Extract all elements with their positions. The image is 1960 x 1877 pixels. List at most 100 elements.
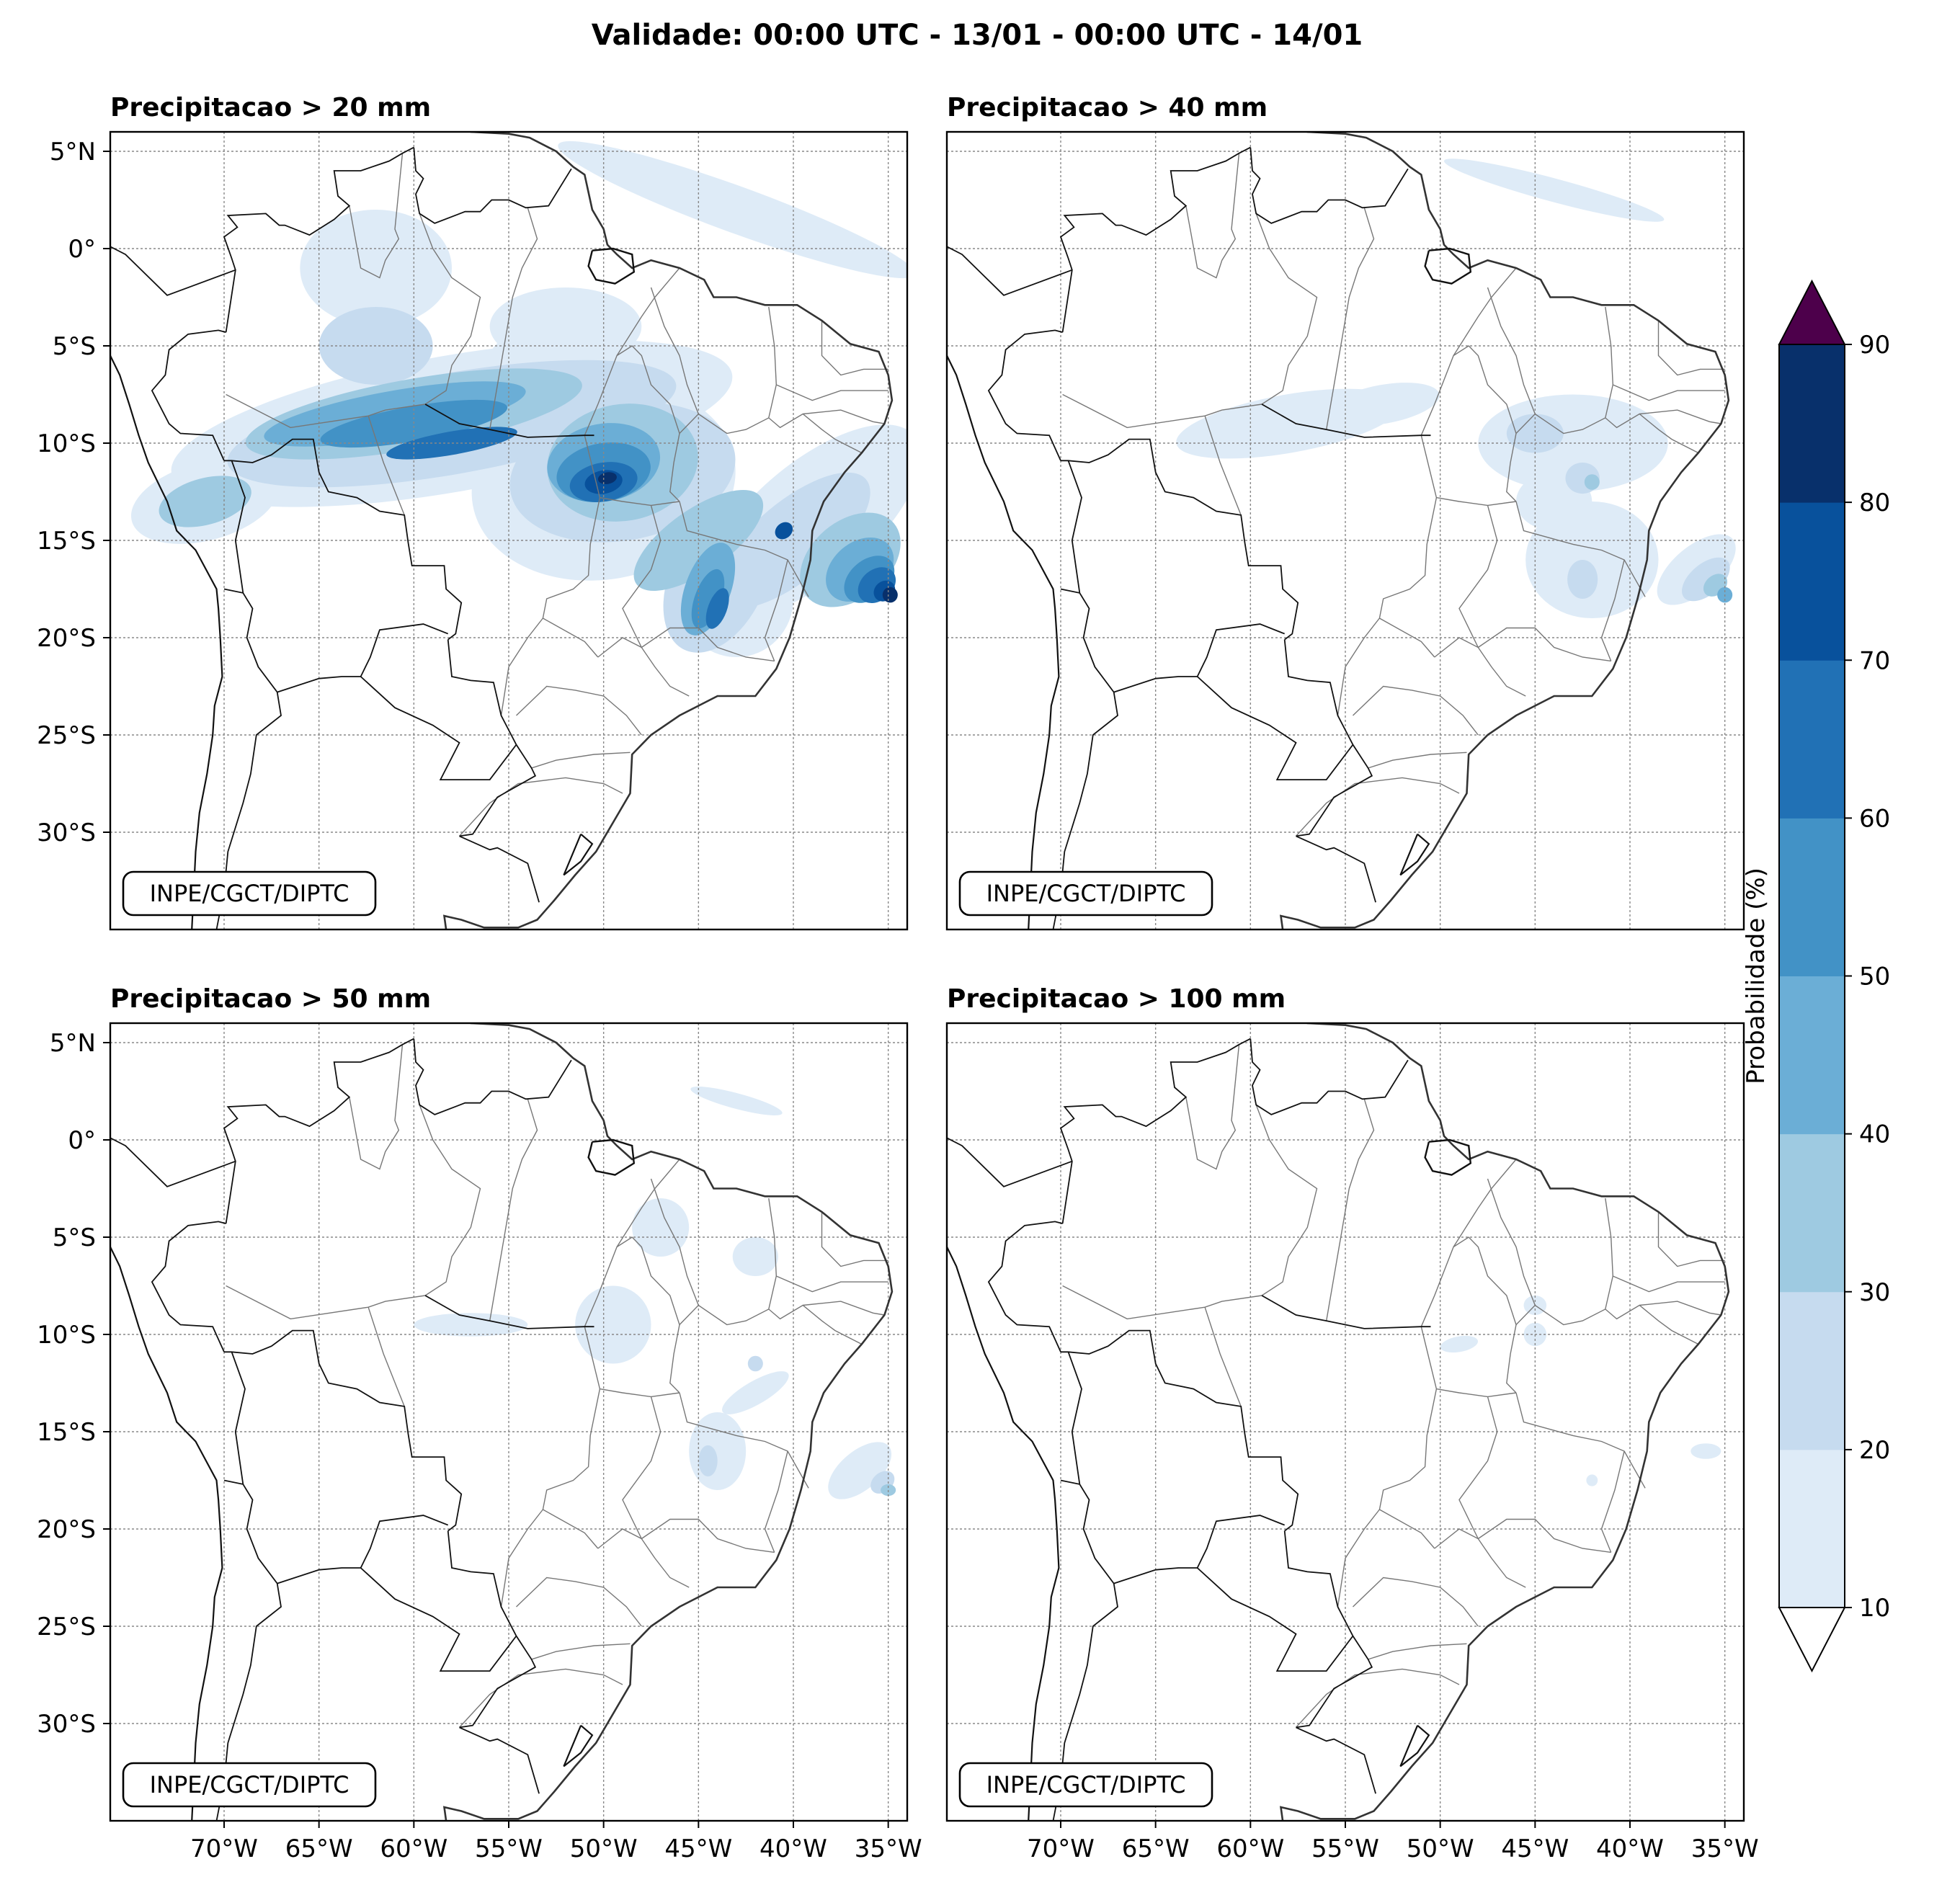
state-boundary	[597, 1528, 690, 1588]
colorbar-segment	[1779, 976, 1845, 1135]
country-border	[1196, 1567, 1354, 1672]
colorbar-tick-label: 70	[1859, 646, 1890, 675]
state-boundary	[679, 413, 863, 454]
state-boundary	[500, 618, 543, 716]
state-boundary	[1453, 1159, 1517, 1247]
marajo-island	[1424, 1138, 1472, 1176]
probability-blob	[1506, 414, 1564, 453]
country-border	[231, 460, 246, 594]
panel-title: Precipitacao > 50 mm	[110, 984, 431, 1014]
state-boundary	[776, 384, 888, 401]
country-border	[151, 329, 226, 461]
state-boundary	[764, 559, 788, 661]
gridlines	[110, 1023, 907, 1821]
state-boundary	[1326, 1099, 1375, 1321]
probability-blob	[690, 1087, 783, 1115]
country-border	[224, 438, 463, 641]
state-boundary	[1487, 287, 1536, 414]
state-boundary	[764, 1450, 788, 1553]
lat-tick-label: 20°S	[37, 624, 96, 653]
country-border	[360, 1567, 517, 1672]
lat-tick-label: 25°S	[37, 1613, 96, 1641]
pacific-coastline	[947, 352, 1060, 929]
country-border	[1250, 1038, 1409, 1115]
panel-frame	[945, 130, 1745, 931]
gridlines	[110, 132, 907, 929]
country-border	[424, 1295, 594, 1329]
state-boundary	[1477, 627, 1611, 662]
lon-tick-label: 60°W	[380, 1834, 447, 1863]
country-border	[947, 246, 1073, 296]
lon-tick-label: 45°W	[664, 1834, 732, 1863]
colorbar-segment	[1779, 818, 1845, 976]
state-boundary	[1353, 1577, 1479, 1627]
country-border	[424, 404, 594, 438]
state-boundary	[1458, 505, 1498, 648]
state-boundary	[368, 415, 405, 516]
credit-text: INPE/CGCT/DIPTC	[986, 880, 1186, 907]
lon-tick-label: 45°W	[1501, 1834, 1569, 1863]
country-border	[1059, 1038, 1251, 1224]
country-border	[987, 1221, 1063, 1352]
probability-blob	[1525, 501, 1659, 618]
gridlines	[947, 132, 1744, 929]
state-boundary	[1639, 409, 1721, 424]
state-boundary	[616, 267, 680, 356]
country-border	[231, 1351, 246, 1485]
colorbar: 10 20 30 40 50 60 70 80 90 Probabilidade (%)	[1742, 279, 1890, 1673]
country-border	[224, 1329, 463, 1532]
state-boundary	[650, 1178, 699, 1306]
colorbar-tick-label: 90	[1859, 331, 1890, 360]
probability-blob	[775, 522, 793, 540]
lon-tick-label: 50°W	[1407, 1834, 1474, 1863]
probability-blob	[1584, 474, 1600, 490]
state-boundary	[1295, 1668, 1460, 1728]
map-panel-2: Precipitacao > 40 mm INPE/CGCT/DIPTC	[945, 93, 1745, 931]
probability-blob	[575, 1285, 651, 1364]
lat-tick-label: 5°S	[53, 332, 96, 361]
state-boundary	[489, 208, 538, 430]
probability-blob	[705, 588, 729, 629]
probability-blob	[1567, 560, 1598, 599]
country-border	[1261, 404, 1431, 438]
country-border	[413, 1038, 572, 1115]
lon-tick-label: 55°W	[475, 1834, 543, 1863]
country-border	[277, 623, 449, 693]
state-boundary	[776, 1275, 888, 1293]
state-boundary	[584, 1236, 680, 1394]
coastline	[442, 132, 894, 929]
country-border	[110, 1137, 236, 1187]
country-border	[1052, 588, 1118, 929]
country-border	[947, 1137, 1073, 1187]
state-boundary	[531, 1643, 631, 1660]
coastline	[1279, 1023, 1730, 1821]
country-border	[459, 835, 540, 903]
state-boundary	[803, 1301, 885, 1316]
state-boundary	[1378, 435, 1438, 658]
probability-blob	[1586, 1474, 1598, 1486]
pacific-coastline	[110, 352, 223, 929]
country-border	[223, 146, 414, 333]
country-border	[1067, 1351, 1082, 1485]
state-boundary	[349, 1044, 404, 1170]
pacific-coastline	[947, 1244, 1060, 1821]
credit-badge	[958, 870, 1213, 917]
state-boundary	[1255, 213, 1318, 405]
lat-tick-label: 0°	[68, 235, 96, 264]
state-boundary	[542, 1327, 601, 1549]
state-boundary	[1420, 345, 1517, 502]
state-boundary	[1600, 1450, 1625, 1553]
state-boundary	[1436, 1388, 1517, 1398]
colorbar-tick-label: 40	[1859, 1120, 1890, 1149]
state-boundary	[1487, 1178, 1536, 1306]
country-border	[215, 588, 282, 929]
state-boundary	[419, 1105, 481, 1296]
country-border	[1250, 147, 1409, 224]
state-boundary	[679, 1304, 863, 1345]
lat-tick-label: 5°S	[53, 1223, 96, 1252]
country-border	[1113, 1515, 1286, 1584]
colorbar-under-triangle	[1778, 1607, 1846, 1673]
country-border	[223, 1038, 414, 1224]
country-border	[1059, 146, 1251, 333]
